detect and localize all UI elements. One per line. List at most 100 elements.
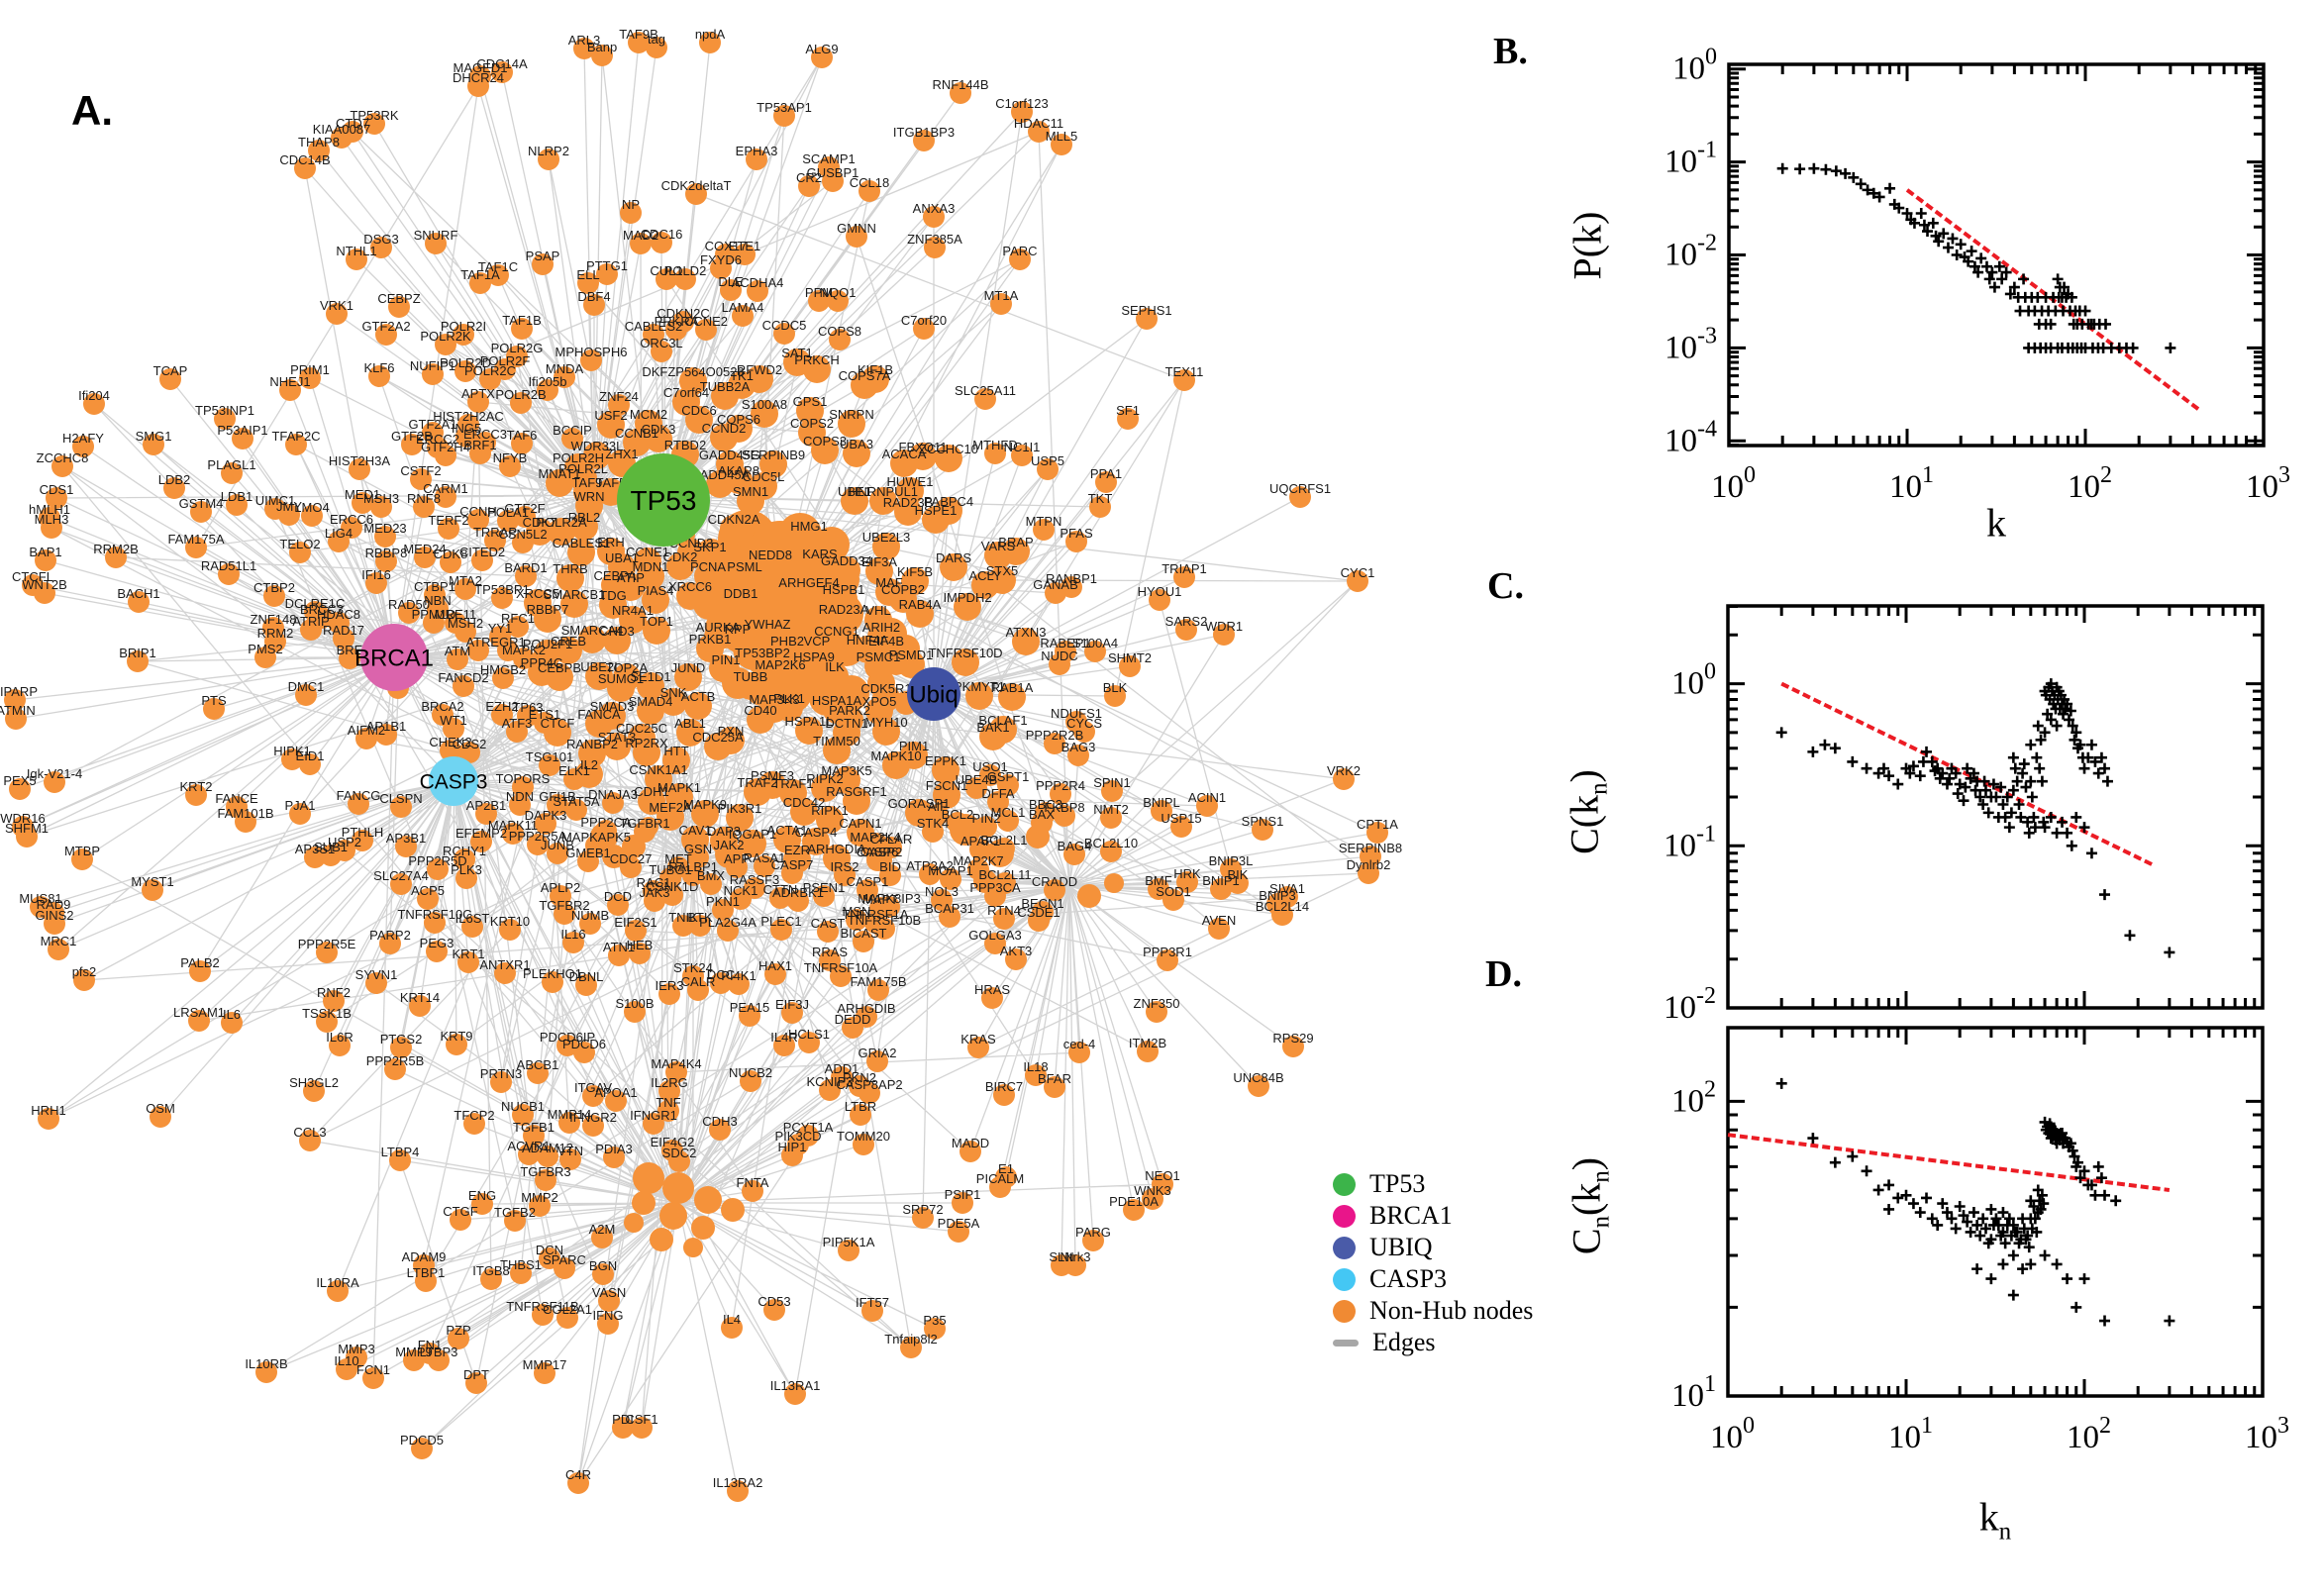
network-node[interactable] [864,652,892,680]
network-node[interactable] [301,505,323,527]
network-node[interactable] [1028,910,1050,932]
network-node[interactable] [1082,1230,1104,1251]
network-node[interactable] [349,458,370,480]
network-node[interactable] [398,602,420,624]
network-node[interactable] [997,774,1019,796]
network-node[interactable] [623,429,651,456]
network-node[interactable] [948,1221,969,1243]
network-node[interactable] [527,1062,549,1084]
network-node[interactable] [415,1270,437,1292]
network-node[interactable] [534,1362,556,1384]
network-node[interactable] [764,963,786,985]
network-node[interactable] [700,873,722,895]
network-node[interactable] [757,550,784,578]
network-node[interactable] [643,1113,664,1135]
network-node[interactable] [583,294,605,316]
network-node[interactable] [327,1280,349,1302]
network-node[interactable] [830,965,852,987]
network-node[interactable] [661,884,683,906]
network-node[interactable] [602,792,624,814]
network-node[interactable] [890,449,918,477]
network-cluster-node[interactable] [721,1198,745,1222]
network-node[interactable] [651,232,672,253]
network-node[interactable] [975,816,997,838]
network-node[interactable] [1347,570,1368,592]
network-node[interactable] [993,908,1015,930]
network-node[interactable] [573,38,595,59]
network-node[interactable] [685,183,707,205]
network-node[interactable] [827,290,849,312]
network-node[interactable] [502,823,524,845]
network-node[interactable] [850,1104,871,1126]
network-node[interactable] [727,1480,749,1502]
network-node[interactable] [1089,496,1111,518]
network-node[interactable] [577,272,599,294]
network-node[interactable] [83,393,105,415]
network-node[interactable] [834,864,856,886]
network-node[interactable] [666,552,694,580]
network-node[interactable] [711,382,739,410]
network-node[interactable] [467,391,489,413]
network-node[interactable] [329,1035,351,1056]
network-node[interactable] [535,1169,556,1191]
network-node[interactable] [9,778,31,800]
network-node[interactable] [1176,871,1198,893]
network-node[interactable] [499,455,521,477]
network-node[interactable] [838,1240,859,1261]
network-cluster-node[interactable] [694,1186,722,1214]
network-node[interactable] [659,867,681,889]
network-node[interactable] [127,650,149,672]
network-node[interactable] [1009,249,1031,270]
network-node[interactable] [285,434,307,455]
network-node[interactable] [550,885,571,907]
network-node[interactable] [1366,822,1388,844]
network-node[interactable] [105,547,127,568]
network-node[interactable] [932,756,960,784]
network-node[interactable] [539,754,560,776]
network-node[interactable] [841,487,868,515]
network-node[interactable] [806,549,834,577]
network-node[interactable] [142,879,163,901]
network-node[interactable] [455,426,477,448]
network-node[interactable] [694,562,722,590]
network-node[interactable] [699,32,721,53]
network-node[interactable] [469,443,491,464]
network-node[interactable] [853,931,874,952]
network-node[interactable] [732,305,754,327]
network-node[interactable] [72,436,94,457]
network-node[interactable] [1227,872,1249,894]
network-node[interactable] [866,849,888,871]
network-node[interactable] [523,1125,545,1147]
network-node[interactable] [634,821,656,843]
network-node[interactable] [491,61,513,83]
network-node[interactable] [737,487,764,515]
network-node[interactable] [846,226,867,248]
network-node[interactable] [731,562,758,590]
network-node[interactable] [965,777,987,799]
network-node[interactable] [323,990,345,1012]
network-node[interactable] [548,518,575,546]
network-node[interactable] [1282,1036,1304,1057]
network-node[interactable] [438,518,459,540]
network-node[interactable] [562,932,584,953]
network-node[interactable] [188,1010,210,1032]
network-node[interactable] [328,531,350,552]
network-node[interactable] [864,912,886,934]
network-node[interactable] [798,1032,820,1053]
network-node[interactable] [51,455,73,477]
network-node[interactable] [454,360,476,382]
network-node[interactable] [1051,134,1072,155]
network-node[interactable] [365,572,387,594]
network-node[interactable] [214,408,236,430]
network-node[interactable] [1151,800,1172,822]
network-node[interactable] [993,1084,1015,1106]
network-node[interactable] [969,839,991,860]
network-node[interactable] [759,450,787,478]
network-node[interactable] [603,1147,625,1168]
network-node[interactable] [232,428,253,449]
network-node[interactable] [159,368,181,390]
network-node[interactable] [687,847,709,868]
network-node[interactable] [38,1108,59,1130]
network-node[interactable] [620,202,642,224]
network-node[interactable] [578,740,606,767]
